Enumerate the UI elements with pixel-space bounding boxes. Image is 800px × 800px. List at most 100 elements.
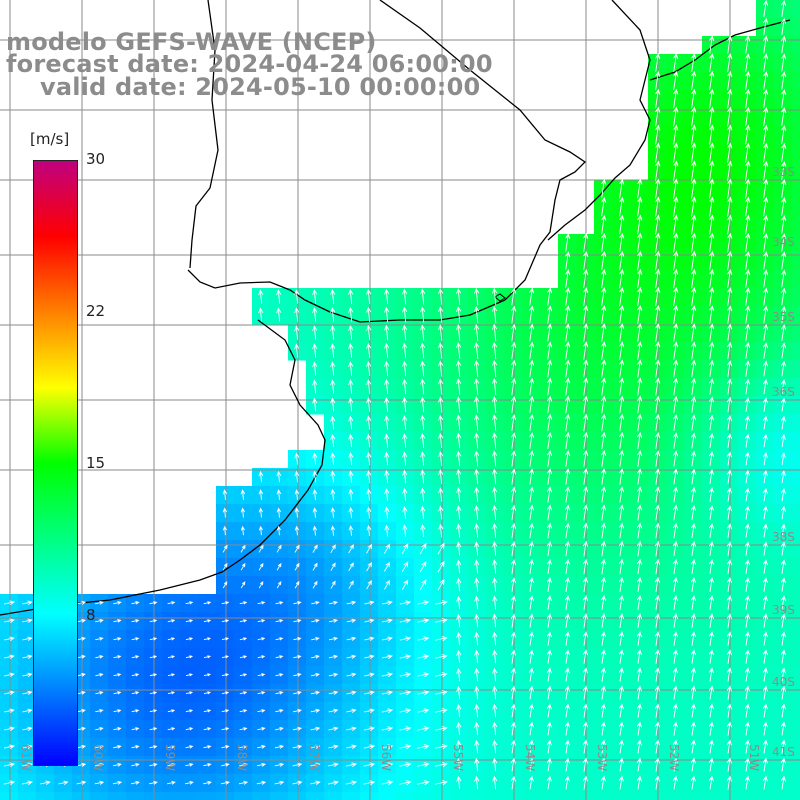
wind-arrow — [708, 505, 714, 520]
wind-arrow — [22, 708, 33, 713]
wind-arrow — [258, 470, 264, 483]
wind-arrow — [636, 468, 643, 485]
wind-arrow — [22, 672, 33, 677]
wind-arrow — [691, 214, 697, 235]
wind-arrow — [328, 690, 339, 695]
wind-arrow — [565, 287, 571, 306]
wind-arrow — [399, 780, 412, 786]
wind-arrow — [294, 562, 300, 571]
wind-arrow — [727, 142, 733, 163]
wind-arrow — [293, 655, 302, 659]
wind-arrow — [511, 341, 517, 360]
wind-arrow — [582, 739, 588, 754]
wind-arrow — [564, 486, 571, 503]
wind-arrow — [781, 53, 787, 72]
wind-arrow — [95, 709, 104, 713]
field-cell — [270, 792, 289, 800]
wind-arrow — [618, 739, 624, 754]
wind-arrow — [655, 160, 661, 181]
wind-arrow — [474, 685, 480, 700]
wind-arrow — [510, 522, 516, 539]
wind-arrow — [672, 432, 679, 449]
wind-arrow — [726, 360, 733, 377]
wind-arrow — [420, 306, 426, 323]
wind-arrow — [312, 452, 318, 465]
field-cell — [792, 162, 800, 181]
wind-arrow — [583, 251, 589, 271]
wind-arrow — [762, 523, 768, 538]
wind-arrow — [763, 233, 769, 253]
wind-arrow — [417, 636, 430, 642]
wind-arrow — [511, 287, 517, 306]
wind-arrow — [582, 504, 589, 521]
wind-arrow — [600, 649, 606, 664]
wind-arrow — [113, 709, 122, 713]
longitude-label: 60W — [91, 744, 105, 771]
field-cell — [792, 756, 800, 775]
wind-arrow — [258, 581, 264, 589]
wind-arrow — [691, 359, 697, 378]
wind-arrow — [637, 377, 643, 396]
wind-arrow — [456, 559, 462, 574]
wind-arrow — [727, 88, 733, 109]
wind-arrow — [744, 739, 750, 754]
wind-arrow — [167, 673, 176, 677]
wind-arrow — [547, 395, 553, 414]
wind-arrow — [618, 504, 625, 521]
wind-arrow — [655, 377, 661, 396]
wind-arrow — [654, 576, 660, 593]
wind-arrow — [258, 562, 264, 571]
wind-arrow — [328, 618, 338, 623]
wind-arrow — [167, 709, 176, 713]
wind-arrow — [149, 637, 158, 641]
valid-date: valid date: 2024-05-10 00:00:00 — [40, 73, 481, 101]
wind-arrow — [456, 739, 462, 754]
wind-arrow — [600, 685, 606, 700]
wind-arrow — [726, 703, 732, 718]
wind-arrow — [546, 775, 552, 790]
wind-arrow — [780, 415, 786, 430]
wind-arrow — [726, 541, 732, 556]
wind-arrow — [762, 721, 768, 736]
wind-arrow — [438, 414, 444, 431]
wind-arrow — [510, 667, 516, 682]
wind-arrow — [528, 739, 534, 754]
wind-arrow — [673, 53, 679, 72]
wind-arrow — [130, 780, 140, 785]
wind-arrow — [417, 618, 430, 624]
wind-arrow — [22, 762, 33, 768]
field-cell — [594, 792, 613, 800]
wind-arrow — [618, 775, 624, 790]
wind-arrow — [744, 613, 750, 628]
wind-arrow — [276, 307, 282, 322]
field-cell — [558, 792, 577, 800]
wind-arrow — [636, 631, 642, 646]
wind-arrow — [763, 88, 769, 109]
wind-arrow — [744, 685, 750, 700]
wind-arrow — [690, 468, 696, 485]
wind-arrow — [257, 673, 266, 677]
wind-arrow — [583, 323, 589, 342]
wind-arrow — [529, 413, 535, 432]
wind-arrow — [655, 196, 661, 217]
wind-arrow — [510, 775, 516, 790]
wind-arrow — [474, 757, 480, 772]
wind-arrow — [456, 757, 462, 772]
wind-arrow — [673, 88, 679, 109]
wind-arrow — [655, 359, 661, 378]
wind-arrow — [582, 703, 588, 718]
wind-arrow — [492, 504, 498, 521]
wind-arrow — [221, 762, 230, 767]
wind-arrow — [744, 415, 750, 430]
wind-arrow — [655, 413, 661, 432]
wind-arrow — [113, 655, 122, 659]
wind-arrow — [330, 544, 336, 554]
wind-arrow — [22, 618, 33, 624]
wind-arrow — [780, 739, 786, 754]
wind-arrow — [474, 775, 480, 790]
wind-arrow — [546, 558, 552, 575]
wind-arrow — [691, 232, 697, 253]
field-cell — [792, 558, 800, 577]
wind-arrow — [780, 523, 786, 538]
colorbar-tick-22: 22 — [86, 302, 106, 320]
